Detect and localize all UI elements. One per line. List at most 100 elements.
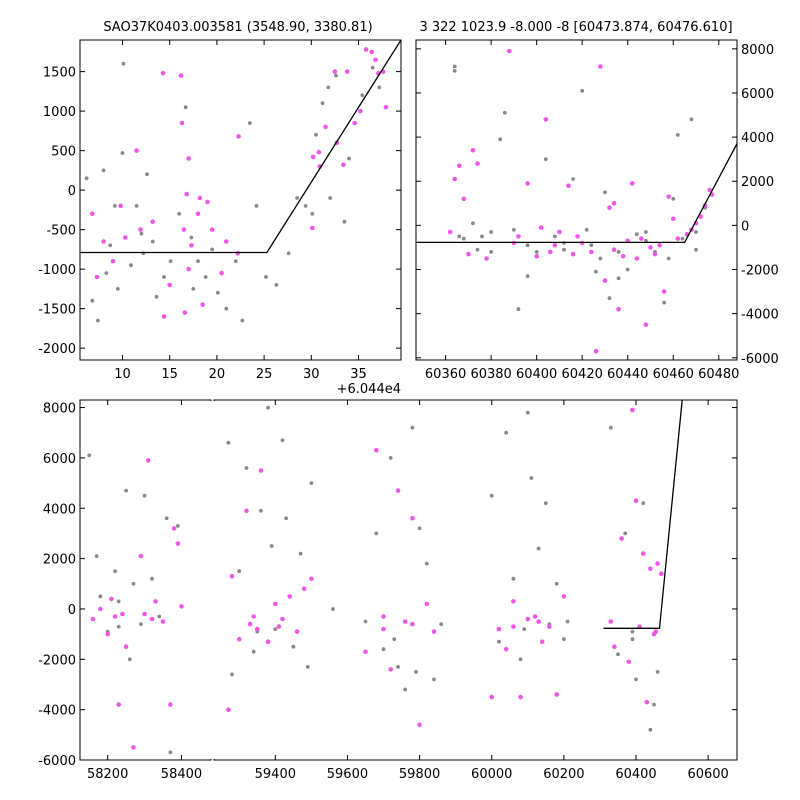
magenta-point: [554, 692, 559, 697]
grey-point: [666, 256, 671, 261]
magenta-point: [630, 407, 635, 413]
grey-point: [471, 221, 475, 226]
grey-point: [196, 259, 200, 264]
grey-point: [191, 287, 196, 291]
grey-point: [210, 247, 215, 252]
magenta-point: [671, 216, 676, 222]
magenta-point: [341, 162, 346, 168]
grey-point: [457, 234, 462, 239]
magenta-point: [123, 235, 128, 240]
grey-point: [634, 232, 639, 237]
magenta-point: [310, 225, 315, 231]
magenta-point: [94, 274, 100, 280]
grey-point: [286, 251, 291, 256]
grey-point: [203, 275, 208, 279]
magenta-point: [643, 322, 649, 328]
y-tick-label: 1000: [43, 105, 76, 120]
magenta-point: [186, 156, 191, 161]
grey-point: [120, 151, 125, 155]
grey-point: [543, 501, 548, 506]
magenta-point: [639, 236, 644, 241]
magenta-point: [363, 649, 368, 654]
magenta-point: [301, 586, 307, 592]
magenta-point: [633, 498, 639, 504]
magenta-point: [402, 619, 408, 624]
grey-point: [584, 227, 589, 232]
x-tick-label: 10: [114, 367, 131, 382]
x-tick-label: 30: [303, 367, 320, 382]
grey-point: [675, 133, 680, 137]
grey-point: [512, 227, 516, 232]
magenta-point: [363, 47, 369, 52]
grey-point: [625, 267, 630, 272]
magenta-point: [195, 211, 201, 217]
grey-point: [248, 121, 252, 125]
grey-point: [168, 750, 173, 755]
grey-point: [525, 274, 530, 278]
magenta-point: [539, 639, 545, 644]
magenta-point: [110, 258, 116, 264]
top-right-axes-frame: [415, 39, 738, 361]
grey-point: [644, 230, 648, 234]
magenta-point: [475, 161, 480, 166]
grey-point: [589, 243, 594, 248]
grey-point: [303, 204, 308, 208]
x-tick-label: 60600: [687, 767, 728, 782]
magenta-point: [186, 266, 191, 272]
magenta-point: [431, 629, 437, 634]
grey-point: [630, 629, 635, 634]
x-tick-label: 60360: [425, 367, 466, 382]
grey-point: [226, 440, 231, 445]
y-tick-label: -6000: [38, 754, 76, 769]
magenta-point: [653, 629, 659, 634]
grey-point: [553, 234, 557, 239]
grey-point: [87, 453, 92, 458]
magenta-point: [374, 448, 379, 453]
magenta-point: [381, 614, 386, 619]
magenta-point: [611, 201, 617, 206]
magenta-point: [648, 566, 653, 571]
magenta-point: [666, 194, 671, 199]
magenta-point: [181, 227, 187, 232]
x-tick-label: 60200: [543, 767, 584, 782]
y-tick-label: 2000: [741, 175, 774, 190]
x-tick-label: 60400: [516, 367, 557, 382]
grey-point: [388, 456, 393, 460]
grey-point: [598, 256, 603, 261]
y-tick-label: 0: [68, 603, 76, 618]
grey-point: [150, 576, 154, 581]
grey-point: [525, 410, 530, 415]
grey-point: [439, 622, 444, 626]
magenta-point: [98, 606, 103, 612]
grey-point: [224, 306, 229, 311]
magenta-point: [236, 636, 242, 642]
x-tick-label: 60000: [471, 767, 512, 782]
magenta-point: [457, 163, 462, 169]
y-tick-label: -6000: [741, 352, 779, 367]
magenta-point: [161, 314, 167, 319]
y-tick-label: -2000: [38, 342, 76, 357]
grey-point: [594, 269, 598, 274]
grey-point: [266, 405, 270, 410]
top-left-plot-area: [80, 40, 401, 323]
grey-point: [115, 287, 120, 291]
grey-point: [273, 627, 278, 631]
bottom-subplot: 58200 58400 59400 59600 59800 60000 60200 60400…: [38, 399, 738, 782]
grey-point: [489, 230, 493, 234]
magenta-point: [525, 181, 530, 186]
grey-point: [251, 649, 256, 654]
grey-point: [108, 243, 113, 248]
x-offset-label: +6.044e4: [337, 382, 401, 397]
magenta-point: [532, 614, 538, 619]
grey-point: [607, 296, 612, 301]
grey-point: [274, 283, 279, 287]
top-right-plot-area: [416, 48, 737, 354]
grey-point: [189, 235, 194, 240]
magenta-point: [659, 571, 664, 576]
magenta-point: [276, 624, 282, 629]
magenta-point: [661, 289, 667, 294]
grey-point: [417, 526, 422, 531]
grey-point: [305, 665, 310, 669]
magenta-point: [536, 619, 541, 624]
grey-point: [516, 307, 521, 312]
